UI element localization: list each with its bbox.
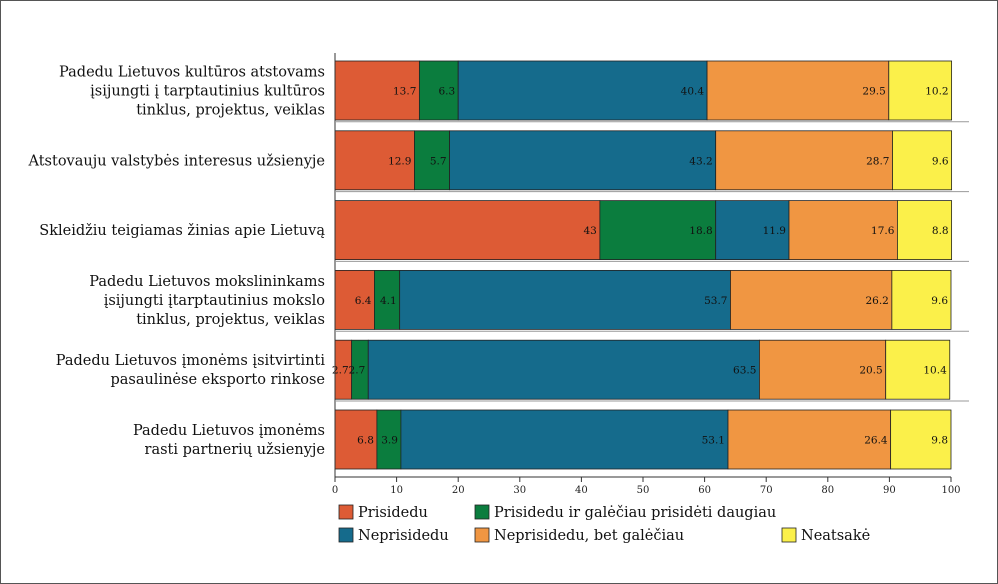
category-label: Atstovauju valstybės interesus užsienyje xyxy=(28,153,325,169)
category-label: Padedu Lietuvos įmonėms xyxy=(133,423,325,439)
data-label: 3.9 xyxy=(381,435,398,447)
bar-segment xyxy=(414,130,450,191)
data-label: 63.5 xyxy=(733,365,756,377)
data-label: 2.7 xyxy=(349,365,366,377)
data-label: 53.7 xyxy=(704,295,727,307)
bar-segment xyxy=(457,60,708,121)
data-label: 28.7 xyxy=(866,155,889,167)
category-label: Padedu Lietuvos mokslininkams xyxy=(89,274,325,290)
data-label: 18.8 xyxy=(689,225,712,237)
legend-swatch xyxy=(338,527,354,543)
bar-segment xyxy=(788,200,898,261)
bar-segment xyxy=(367,339,760,400)
category-labels: Padedu Lietuvos kultūros atstovams įsijun… xyxy=(28,65,326,459)
category-label: įsijungti įtarptautinius mokslo xyxy=(104,293,325,309)
category-label: rasti partnerių užsienyje xyxy=(145,442,325,458)
bar-segment xyxy=(400,409,729,470)
data-label: 9.6 xyxy=(932,155,949,167)
bar-segment xyxy=(730,269,893,330)
legend-label: Neatsakė xyxy=(801,528,870,544)
bar-segment xyxy=(374,269,401,330)
legend-label: Prisidedu ir galėčiau prisidėti daugiau xyxy=(494,505,776,521)
bar-segment xyxy=(715,200,790,261)
data-label: 11.9 xyxy=(763,225,786,237)
legend-label: Neprisidedu xyxy=(358,528,449,544)
data-label: 40.4 xyxy=(681,86,705,98)
x-tick-label: 50 xyxy=(637,485,650,496)
category-label: pasaulinėse eksporto rinkose xyxy=(110,372,325,388)
legend-swatch xyxy=(338,504,354,520)
bar-segment xyxy=(334,60,420,121)
data-label: 29.5 xyxy=(862,86,885,98)
bar-segment xyxy=(399,269,731,330)
category-label: Skleidžiu teigiamas žinias apie Lietuvą xyxy=(39,223,325,239)
x-tick-label: 70 xyxy=(760,485,773,496)
bar-segment xyxy=(727,409,892,470)
x-tick-label: 60 xyxy=(698,485,711,496)
x-tick-label: 0 xyxy=(332,485,338,496)
x-axis: 0 10 20 30 40 50 60 70 80 90 100 xyxy=(332,53,969,496)
legend: Prisidedu Prisidedu ir galėčiau prisidėti… xyxy=(338,504,870,544)
data-label: 26.4 xyxy=(864,435,888,447)
x-tick-label: 80 xyxy=(821,485,834,496)
x-tick-label: 40 xyxy=(575,485,588,496)
data-label: 6.8 xyxy=(357,435,374,447)
data-label: 17.6 xyxy=(871,225,895,237)
data-label: 12.9 xyxy=(388,155,411,167)
bar-segment xyxy=(334,409,378,470)
bar-segment xyxy=(376,409,402,470)
legend-swatch xyxy=(474,504,490,520)
category-label: įsijungti į tarptautinius kultūros xyxy=(90,84,325,100)
legend-swatch xyxy=(781,527,797,543)
bar-segment xyxy=(892,130,953,191)
bar-segment xyxy=(706,60,890,121)
x-tick-label: 100 xyxy=(941,485,960,496)
bar-segment xyxy=(891,269,952,330)
bars-layer: 13.7 6.3 40.4 29.5 10.2 12.9 5.7 43.2 28.7 9.6 43 1… xyxy=(332,60,953,470)
bar-segment xyxy=(599,200,717,261)
legend-swatch xyxy=(474,527,490,543)
x-tick-label: 30 xyxy=(513,485,526,496)
bar-segment xyxy=(897,200,953,261)
data-label: 10.4 xyxy=(923,365,947,377)
data-label: 6.3 xyxy=(438,86,455,98)
data-label: 5.7 xyxy=(430,155,447,167)
bar-segment xyxy=(759,339,887,400)
data-label: 13.7 xyxy=(393,86,416,98)
bar-segment xyxy=(885,339,951,400)
data-label: 53.1 xyxy=(702,435,725,447)
bar-segment xyxy=(888,60,953,121)
data-label: 20.5 xyxy=(859,365,882,377)
bar-segment xyxy=(418,60,459,121)
category-label: tinklus, projektus, veiklas xyxy=(136,312,325,328)
category-label: Padedu Lietuvos įmonėms įsitvirtinti xyxy=(56,353,326,369)
legend-label: Neprisidedu, bet galėčiau xyxy=(494,528,684,544)
data-label: 6.4 xyxy=(355,295,372,307)
data-label: 9.8 xyxy=(931,435,948,447)
bar-segment xyxy=(449,130,717,191)
data-label: 43 xyxy=(584,225,597,237)
bar-segment xyxy=(715,130,893,191)
data-label: 9.6 xyxy=(931,295,948,307)
bar-segment xyxy=(890,409,952,470)
data-label: 4.1 xyxy=(380,295,397,307)
data-label: 10.2 xyxy=(925,86,948,98)
data-label: 2.7 xyxy=(332,365,349,377)
bar-segment xyxy=(334,200,601,261)
data-label: 43.2 xyxy=(689,155,712,167)
category-label: Padedu Lietuvos kultūros atstovams xyxy=(59,65,325,81)
data-label: 26.2 xyxy=(865,295,888,307)
x-tick-label: 90 xyxy=(883,485,896,496)
legend-label: Prisidedu xyxy=(358,505,428,521)
category-label: tinklus, projektus, veiklas xyxy=(136,103,325,119)
data-label: 8.8 xyxy=(932,225,949,237)
x-tick-label: 20 xyxy=(452,485,465,496)
x-tick-label: 10 xyxy=(390,485,403,496)
